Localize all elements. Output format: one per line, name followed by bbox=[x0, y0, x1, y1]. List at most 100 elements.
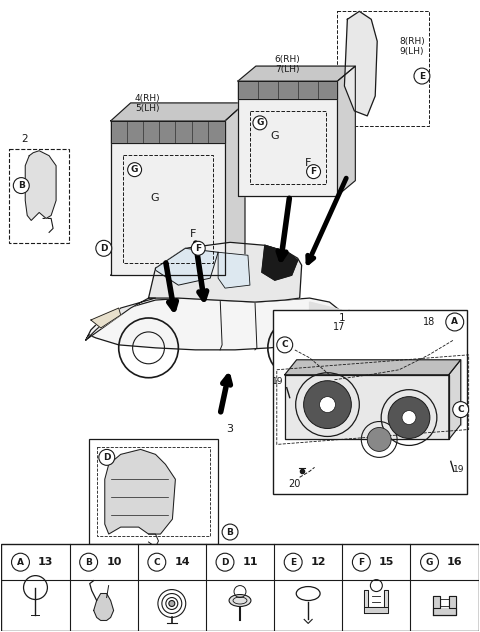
Polygon shape bbox=[285, 375, 449, 439]
Bar bbox=[1, 544, 479, 631]
Circle shape bbox=[402, 411, 416, 425]
Circle shape bbox=[420, 553, 438, 571]
Text: C: C bbox=[154, 557, 160, 567]
Text: 17: 17 bbox=[333, 322, 346, 332]
Text: 20: 20 bbox=[288, 479, 301, 489]
Circle shape bbox=[453, 401, 468, 418]
Circle shape bbox=[253, 116, 267, 130]
Text: 15: 15 bbox=[379, 557, 394, 567]
Circle shape bbox=[446, 313, 464, 331]
Circle shape bbox=[96, 240, 112, 256]
Text: 16: 16 bbox=[447, 557, 463, 567]
Text: 18: 18 bbox=[423, 317, 435, 327]
Polygon shape bbox=[364, 590, 368, 607]
Text: G: G bbox=[150, 193, 158, 203]
Polygon shape bbox=[364, 607, 388, 614]
Circle shape bbox=[13, 178, 29, 193]
Bar bbox=[273, 310, 467, 494]
Polygon shape bbox=[91, 308, 120, 328]
Polygon shape bbox=[105, 449, 175, 534]
Text: 14: 14 bbox=[174, 557, 190, 567]
Text: E: E bbox=[419, 71, 425, 80]
Text: 8(RH): 8(RH) bbox=[399, 37, 425, 46]
Text: F: F bbox=[190, 229, 196, 238]
Circle shape bbox=[12, 553, 29, 571]
Text: 2: 2 bbox=[21, 134, 27, 144]
Text: A: A bbox=[451, 317, 458, 327]
Polygon shape bbox=[344, 11, 377, 116]
Polygon shape bbox=[86, 298, 341, 350]
Bar bbox=[9, 149, 69, 243]
Circle shape bbox=[352, 553, 370, 571]
Text: D: D bbox=[103, 453, 110, 462]
Text: 1: 1 bbox=[339, 313, 346, 323]
Text: 9(LH): 9(LH) bbox=[399, 47, 423, 56]
Circle shape bbox=[304, 380, 351, 428]
Polygon shape bbox=[148, 242, 301, 302]
Polygon shape bbox=[225, 103, 245, 275]
Text: 11: 11 bbox=[242, 557, 258, 567]
Text: B: B bbox=[85, 557, 92, 567]
Text: 7(LH): 7(LH) bbox=[276, 64, 300, 73]
Circle shape bbox=[388, 397, 430, 439]
Circle shape bbox=[148, 553, 166, 571]
Polygon shape bbox=[262, 245, 298, 280]
Polygon shape bbox=[86, 298, 156, 340]
Polygon shape bbox=[218, 252, 250, 288]
Text: D: D bbox=[100, 244, 108, 253]
Circle shape bbox=[320, 397, 336, 413]
Polygon shape bbox=[111, 121, 225, 143]
Bar bbox=[89, 439, 218, 544]
Text: D: D bbox=[221, 557, 229, 567]
Polygon shape bbox=[310, 302, 341, 345]
Text: C: C bbox=[281, 341, 288, 349]
Circle shape bbox=[99, 449, 115, 465]
Text: B: B bbox=[227, 528, 233, 537]
Bar bbox=[97, 447, 210, 536]
Polygon shape bbox=[285, 360, 461, 375]
Circle shape bbox=[80, 553, 97, 571]
Polygon shape bbox=[25, 150, 56, 221]
Text: G: G bbox=[426, 557, 433, 567]
Text: 12: 12 bbox=[311, 557, 326, 567]
Bar bbox=[123, 155, 213, 264]
Polygon shape bbox=[432, 595, 456, 616]
Polygon shape bbox=[156, 248, 218, 285]
Text: 6(RH): 6(RH) bbox=[275, 54, 300, 64]
Text: F: F bbox=[358, 557, 364, 567]
Text: B: B bbox=[18, 181, 24, 190]
Circle shape bbox=[192, 241, 205, 255]
Polygon shape bbox=[238, 81, 337, 195]
Polygon shape bbox=[297, 360, 461, 425]
Circle shape bbox=[216, 553, 234, 571]
Polygon shape bbox=[111, 257, 245, 275]
Polygon shape bbox=[384, 590, 388, 607]
Circle shape bbox=[284, 553, 302, 571]
Text: 10: 10 bbox=[106, 557, 121, 567]
Polygon shape bbox=[111, 121, 225, 275]
Text: C: C bbox=[457, 405, 464, 414]
Text: F: F bbox=[311, 167, 317, 176]
Polygon shape bbox=[94, 593, 114, 621]
Ellipse shape bbox=[229, 595, 251, 607]
Text: G: G bbox=[256, 118, 264, 128]
Circle shape bbox=[169, 600, 175, 607]
Text: A: A bbox=[17, 557, 24, 567]
Text: E: E bbox=[290, 557, 296, 567]
Polygon shape bbox=[111, 103, 245, 121]
Circle shape bbox=[307, 165, 321, 179]
Bar bbox=[250, 111, 325, 183]
Circle shape bbox=[128, 162, 142, 176]
Text: 5(LH): 5(LH) bbox=[135, 104, 160, 113]
Text: G: G bbox=[131, 165, 138, 174]
Polygon shape bbox=[238, 81, 337, 99]
Polygon shape bbox=[238, 66, 355, 81]
Text: F: F bbox=[304, 159, 311, 169]
Text: 3: 3 bbox=[227, 425, 234, 434]
Circle shape bbox=[222, 524, 238, 540]
Circle shape bbox=[414, 68, 430, 84]
Circle shape bbox=[367, 427, 391, 451]
Text: 19: 19 bbox=[453, 465, 465, 474]
Text: 19: 19 bbox=[272, 377, 284, 386]
Text: G: G bbox=[271, 131, 279, 141]
